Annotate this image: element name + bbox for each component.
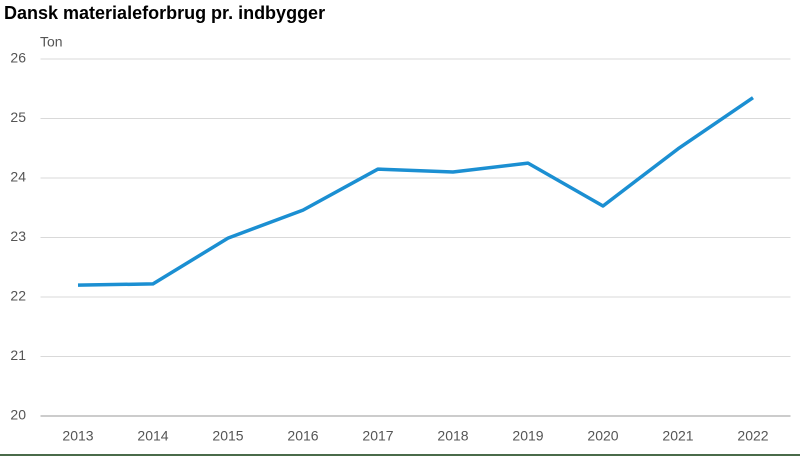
x-tick-label: 2021 xyxy=(662,428,693,444)
y-tick-label: 22 xyxy=(10,288,26,304)
y-tick-label: 20 xyxy=(10,407,26,423)
data-line xyxy=(77,96,754,287)
x-tick-label: 2019 xyxy=(512,428,543,444)
x-tick-label: 2017 xyxy=(362,428,393,444)
y-tick-label: 26 xyxy=(10,50,26,66)
x-tick-label: 2016 xyxy=(287,428,318,444)
y-tick-label: 25 xyxy=(10,109,26,125)
chart-title: Dansk materialeforbrug pr. indbygger xyxy=(4,3,325,23)
y-axis-label: Ton xyxy=(40,34,63,50)
x-tick-label: 2022 xyxy=(737,428,768,444)
y-tick-label: 23 xyxy=(10,228,26,244)
x-tick-label: 2015 xyxy=(212,428,243,444)
x-tick-label: 2020 xyxy=(587,428,618,444)
y-tick-label: 24 xyxy=(10,169,26,185)
y-tick-label: 21 xyxy=(10,347,26,363)
x-tick-label: 2014 xyxy=(137,428,168,444)
x-tick-label: 2018 xyxy=(437,428,468,444)
x-tick-label: 2013 xyxy=(62,428,93,444)
